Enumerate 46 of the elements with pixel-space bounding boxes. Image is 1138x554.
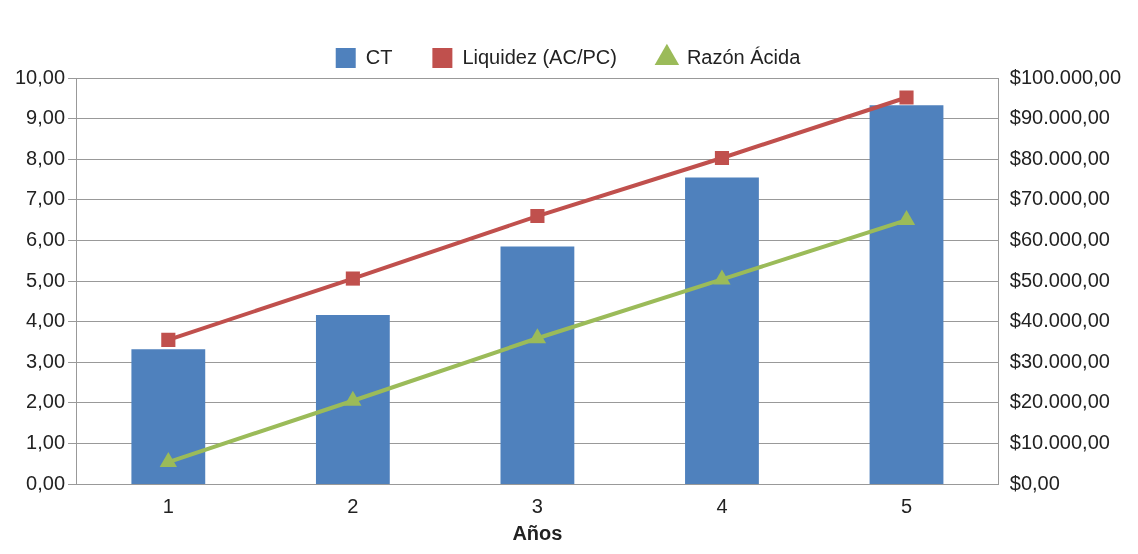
bar: [131, 349, 206, 484]
y-tick-label: 2,00: [26, 390, 66, 413]
y-tick-label: 4,00: [26, 309, 66, 332]
y-tick-label: 1,00: [26, 430, 66, 453]
y-tick-label: 10,00: [14, 65, 66, 88]
point: [344, 390, 362, 406]
point: [899, 90, 914, 105]
y2-tick-label: $60.000,00: [1009, 227, 1110, 250]
legend-label: CT: [365, 45, 393, 68]
point: [714, 150, 730, 166]
y2-tick-label: $100.000,00: [1009, 65, 1122, 88]
y-tick-label: 6,00: [26, 227, 66, 250]
y2-tick-label: $90.000,00: [1009, 106, 1110, 129]
y-tick-label: 7,00: [26, 187, 66, 210]
point: [345, 271, 360, 286]
point: [161, 332, 176, 347]
x-axis-title: Años: [512, 521, 563, 544]
point: [159, 452, 177, 468]
bar: [869, 105, 944, 484]
point: [897, 210, 916, 226]
bar: [500, 246, 575, 484]
x-tick-label: 1: [162, 494, 174, 517]
y2-tick-label: $50.000,00: [1009, 268, 1110, 291]
y-tick-label: 5,00: [26, 268, 66, 291]
x-tick-label: 5: [900, 494, 913, 517]
y-tick-label: 3,00: [26, 349, 66, 372]
y2-tick-label: $40.000,00: [1009, 309, 1110, 332]
x-tick-label: 2: [347, 494, 359, 517]
y-tick-label: 8,00: [26, 146, 66, 169]
y2-tick-label: $10.000,00: [1009, 430, 1110, 453]
x-tick-label: 3: [531, 494, 543, 517]
y2-tick-label: $20.000,00: [1009, 390, 1110, 413]
bar: [315, 315, 390, 484]
point: [528, 328, 547, 344]
x-tick-label: 4: [716, 494, 728, 517]
y-tick-label: 0,00: [26, 471, 66, 494]
y-tick-label: 9,00: [26, 106, 66, 129]
point: [530, 208, 545, 224]
y2-tick-label: $80.000,00: [1009, 146, 1110, 169]
y2-tick-label: $70.000,00: [1009, 187, 1110, 210]
point: [713, 269, 731, 285]
legend-label: Liquidez (AC/PC): [462, 45, 617, 68]
y2-tick-label: $0,00: [1009, 471, 1060, 494]
y2-tick-label: $30.000,00: [1009, 349, 1110, 372]
legend-label: Razón Ácida: [686, 45, 802, 68]
bar: [685, 177, 759, 484]
